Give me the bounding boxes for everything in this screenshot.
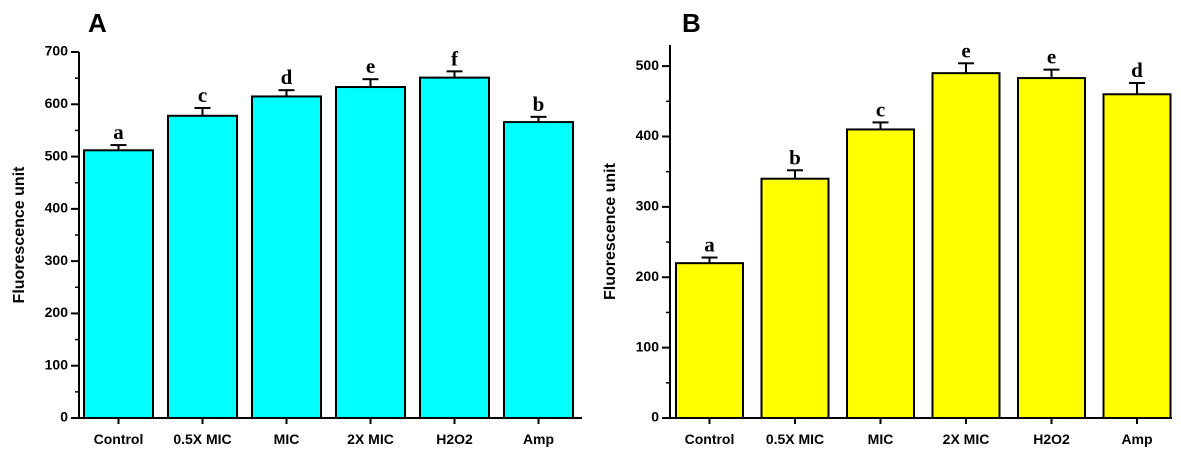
panel-a-y-tick-label-700: 700 <box>45 43 69 59</box>
panel-a-significance-4: e <box>366 54 375 78</box>
panel-b-bar-3 <box>846 128 915 420</box>
panel-b-x-tick-label-2: 0.5X MIC <box>766 431 824 447</box>
panel-a-x-tick-label-5: H2O2 <box>436 431 473 447</box>
panel-a-significance-6: b <box>533 92 545 116</box>
panel-b-x-tick-label-3: MIC <box>868 431 894 447</box>
panel-a-bar-5 <box>419 76 490 420</box>
panel-a-bar-1 <box>83 149 154 419</box>
panel-a-bar-4 <box>335 86 406 419</box>
panel-b-bar-2 <box>760 177 830 419</box>
panel-b-x-tick-label-4: 2X MIC <box>943 431 990 447</box>
panel-b-significance-4: e <box>961 38 970 62</box>
panel-a-y-axis-title: Fluorescence unit <box>11 166 28 304</box>
panel-b-y-tick-label-0: 0 <box>651 409 659 425</box>
panel-a-y-tick-label-600: 600 <box>45 95 69 111</box>
panel-a-bar-6 <box>503 121 574 419</box>
panel-b-significance-5: e <box>1047 45 1056 69</box>
panel-a-significance-2: c <box>198 83 207 107</box>
panel-b-significance-1: a <box>704 233 715 257</box>
panel-a-y-tick-label-200: 200 <box>45 304 69 320</box>
panel-a-bar-3 <box>251 95 322 419</box>
panel-a-significance-3: d <box>281 65 293 89</box>
panel-a-x-tick-label-4: 2X MIC <box>347 431 394 447</box>
panel-a-y-tick-label-500: 500 <box>45 147 69 163</box>
panel-b-bar-4 <box>931 72 1001 419</box>
panel-b-x-tick-label-5: H2O2 <box>1033 431 1070 447</box>
panel-b-y-tick-label-200: 200 <box>636 268 660 284</box>
panel-b-y-tick-label-100: 100 <box>636 338 660 354</box>
panel-b-bar-5 <box>1017 77 1086 419</box>
panel-a-y-tick-label-400: 400 <box>45 200 69 216</box>
panel-b-letter: B <box>682 8 701 38</box>
panel-b-bar-1 <box>675 262 744 419</box>
panel-b-significance-3: c <box>876 97 885 121</box>
panel-a-y-tick-label-100: 100 <box>45 356 69 372</box>
panel-a-x-tick-label-6: Amp <box>523 431 554 447</box>
panel-a-significance-1: a <box>113 120 124 144</box>
panel-b-significance-2: b <box>789 145 801 169</box>
panel-a-y-tick-label-0: 0 <box>60 409 68 425</box>
panel-a-bar-2 <box>167 114 238 419</box>
panel-a-x-tick-label-1: Control <box>94 431 144 447</box>
panel-a-y-tick-label-300: 300 <box>45 252 69 268</box>
panel-b-bar-6 <box>1102 93 1172 419</box>
panel-b-y-axis-title: Fluorescence unit <box>602 162 619 300</box>
panel-a-x-tick-label-3: MIC <box>274 431 300 447</box>
panel-a-x-tick-label-2: 0.5X MIC <box>173 431 231 447</box>
panel-a-significance-5: f <box>451 46 459 70</box>
panel-b-x-tick-label-6: Amp <box>1121 431 1152 447</box>
panel-a-letter: A <box>88 8 107 38</box>
panel-b-y-tick-label-500: 500 <box>636 57 660 73</box>
panel-b-x-tick-label-1: Control <box>685 431 735 447</box>
panel-b-y-tick-label-300: 300 <box>636 198 660 214</box>
panel-b-y-tick-label-400: 400 <box>636 127 660 143</box>
panel-b-significance-6: d <box>1131 58 1143 82</box>
